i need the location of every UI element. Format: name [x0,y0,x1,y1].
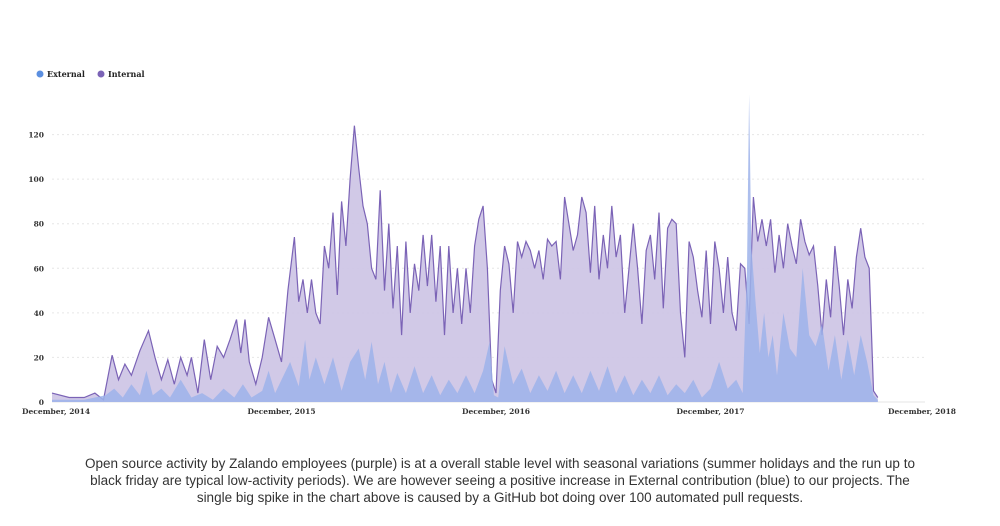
x-tick-label: December, 2015 [247,407,315,416]
x-axis: December, 2014 December, 2015 December, 20… [22,407,956,416]
series-line-internal [51,125,879,401]
y-tick-label: 0 [39,398,44,407]
y-tick-label: 80 [34,220,44,229]
x-tick-label: December, 2017 [676,407,744,416]
activity-chart: External Internal 0 20 40 60 80 100 120 Decemb… [22,69,956,416]
chart-caption: Open source activity by Zalando employee… [0,455,1000,506]
y-tick-label: 20 [34,353,44,362]
x-tick-label: December, 2014 [22,407,90,416]
y-tick-label: 100 [28,175,44,184]
series-area-internal [52,125,878,402]
caption-line-1: Open source activity by Zalando employee… [85,456,915,471]
legend-marker-internal [97,70,105,78]
y-axis: 0 20 40 60 80 100 120 [28,131,44,407]
chart-legend: External Internal [36,69,145,79]
y-tick-label: 120 [28,131,44,140]
x-tick-label: December, 2018 [888,407,956,416]
legend-label-external: External [47,69,85,79]
caption-line-2: black friday are typical low-activity pe… [90,473,910,488]
y-tick-label: 40 [34,309,44,318]
y-tick-label: 60 [34,264,44,273]
x-tick-label: December, 2016 [462,407,530,416]
series-area-external [52,94,878,402]
plot-area [51,94,879,402]
legend-marker-external [36,70,44,78]
caption-line-3: single big spike in the chart above is c… [196,490,804,505]
legend-label-internal: Internal [108,69,145,79]
